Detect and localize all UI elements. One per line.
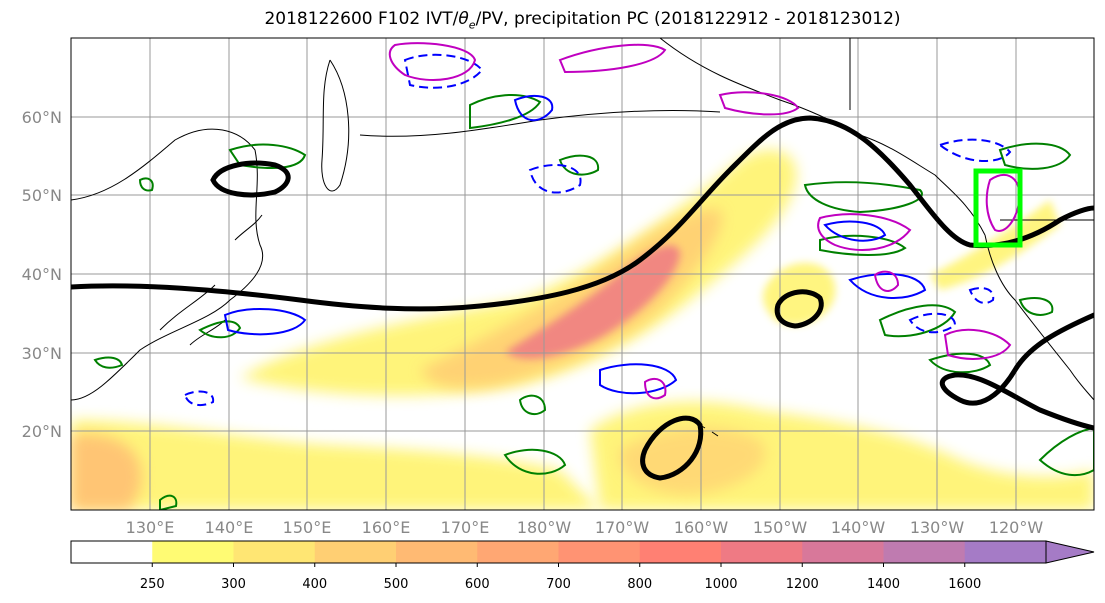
lon-label: 170°E (441, 518, 490, 537)
colorbar-cell (396, 541, 478, 563)
lon-label: 140°W (831, 518, 886, 537)
colorbar-tick-label: 1200 (786, 577, 819, 592)
pv-main-trough (71, 115, 1094, 312)
precip-blue-solid-contours (223, 94, 927, 395)
target-region-box (973, 168, 1023, 248)
graticule (71, 38, 1094, 510)
pv-cutoff-low-north (210, 160, 291, 198)
map-frame (70, 37, 1095, 511)
lon-label: 120°W (989, 518, 1044, 537)
colorbar: 250 300 400 500 600 700 800 1000 1200 1400 1600 (70, 540, 1095, 592)
lon-label: 130°E (126, 518, 175, 537)
lat-label: 20°N (22, 422, 62, 441)
kamchatka-coastline (321, 59, 350, 192)
asia-coastline (71, 128, 264, 401)
colorbar-cell (883, 541, 966, 563)
colorbar-cell (233, 541, 316, 563)
lon-label: 130°W (910, 518, 965, 537)
lat-label: 60°N (22, 108, 62, 127)
longitude-labels: 130°E 140°E 150°E 160°E 170°E 180°W 170°… (126, 518, 1044, 537)
colorbar-cell (477, 541, 559, 563)
colorbar-cell (721, 541, 803, 563)
title-prefix: 2018122600 F102 IVT/ (264, 9, 459, 29)
colorbar-cell (802, 541, 884, 563)
north-america-coastline (984, 234, 1094, 401)
precip-negative-contours (183, 53, 1012, 407)
colorbar-cells (71, 541, 1047, 563)
canada-border (849, 38, 1094, 221)
colorbar-tick-label: 400 (302, 577, 327, 592)
lat-label: 30°N (22, 344, 62, 363)
latitude-labels: 60°N 50°N 40°N 30°N 20°N (22, 108, 62, 441)
title-theta: θ (458, 9, 469, 29)
ivt-southwest-band (71, 420, 600, 510)
colorbar-tick-label: 600 (465, 577, 490, 592)
colorbar-tick-label: 800 (627, 577, 652, 592)
lat-label: 50°N (22, 186, 62, 205)
lon-label: 150°W (753, 518, 808, 537)
colorbar-tick-label: 1400 (867, 577, 900, 592)
pv-contours (71, 115, 1094, 481)
colorbar-tick-label: 1600 (948, 577, 981, 592)
colorbar-cell (558, 541, 641, 563)
lon-label: 160°E (362, 518, 411, 537)
title-theta-subscript: e (468, 18, 476, 32)
colorbar-cell (639, 541, 722, 563)
ivt-southwest-core (71, 434, 142, 510)
colorbar-cell (964, 541, 1047, 563)
pv-cutoff-low-south (640, 415, 704, 481)
pv-southeast-ridge (940, 312, 1094, 431)
ivt-plume-outer (240, 149, 797, 396)
pv-cutoff-low-central (774, 289, 824, 329)
colorbar-cell (71, 541, 153, 563)
colorbar-tick-label: 250 (140, 577, 165, 592)
title-suffix: /PV, precipitation PC (2018122912 - 2018… (475, 9, 901, 29)
lon-label: 180°W (517, 518, 572, 537)
colorbar-tick-label: 700 (546, 577, 571, 592)
lat-label: 40°N (22, 265, 62, 284)
theta-e-contours (388, 42, 1022, 400)
lon-label: 140°E (205, 518, 254, 537)
colorbar-ticks: 250 300 400 500 600 700 800 1000 1200 1400 1600 (140, 563, 981, 592)
map-layers (71, 38, 1094, 510)
lon-label: 160°W (674, 518, 729, 537)
colorbar-tick-label: 300 (221, 577, 246, 592)
lon-label: 170°W (595, 518, 650, 537)
colorbar-extend-arrow (1045, 540, 1095, 564)
figure-title: 2018122600 F102 IVT/θe/PV, precipitation… (0, 9, 1105, 31)
lon-label: 150°E (283, 518, 332, 537)
colorbar-cell (314, 541, 397, 563)
colorbar-cell (152, 541, 234, 563)
colorbar-tick-label: 500 (384, 577, 409, 592)
precip-positive-contours (93, 94, 1094, 510)
colorbar-tick-label: 1000 (704, 577, 737, 592)
